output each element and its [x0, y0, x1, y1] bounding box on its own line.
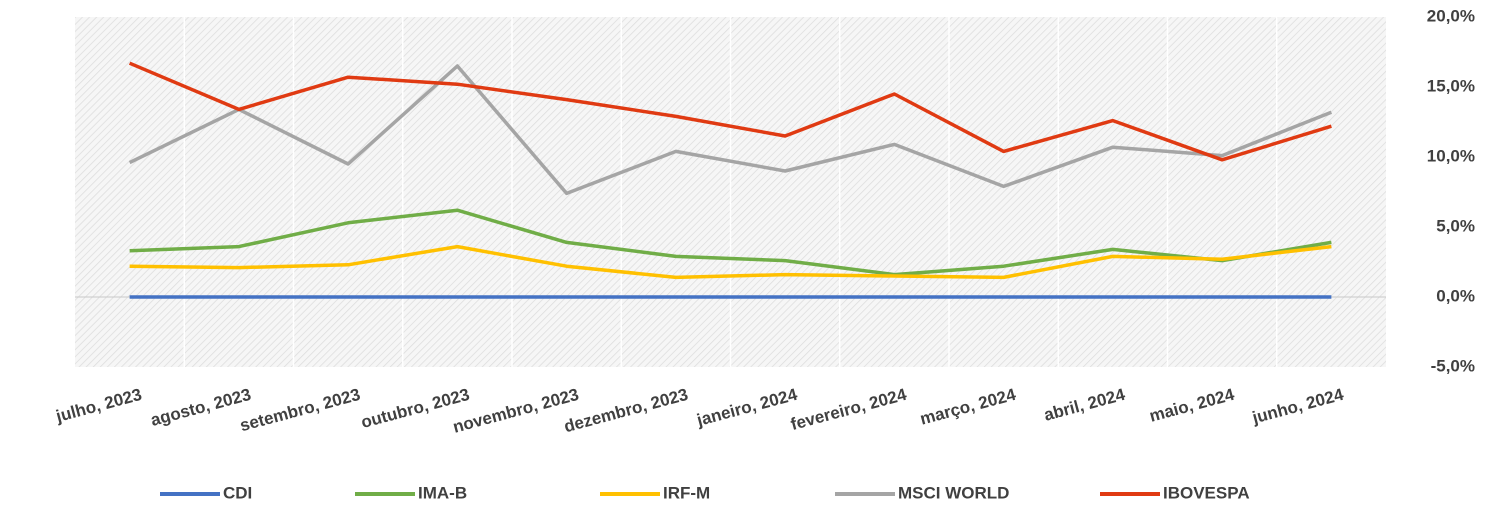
x-tick-label: junho, 2024 [1249, 385, 1346, 428]
y-tick-label: 15,0% [1427, 76, 1475, 95]
x-tick-label: julho, 2023 [53, 385, 144, 426]
x-tick-label: abril, 2024 [1042, 385, 1128, 425]
x-tick-label: dezembro, 2023 [562, 385, 690, 436]
legend-label: CDI [223, 483, 252, 502]
x-tick-label: janeiro, 2024 [694, 385, 800, 430]
legend-label: IBOVESPA [1163, 483, 1250, 502]
y-tick-label: 5,0% [1436, 216, 1475, 235]
x-tick-label: novembro, 2023 [451, 385, 581, 437]
x-tick-label: maio, 2024 [1147, 385, 1236, 426]
legend-label: MSCI WORLD [898, 483, 1009, 502]
series-line [128, 61, 1332, 162]
legend-label: IMA-B [418, 483, 467, 502]
y-tick-label: 10,0% [1427, 146, 1475, 165]
series-line [128, 64, 1333, 196]
x-tick-label: agosto, 2023 [149, 385, 253, 430]
series-line [129, 208, 1332, 277]
series-line [129, 244, 1332, 280]
x-tick-label: fevereiro, 2024 [789, 385, 909, 434]
legend-label: IRF-M [663, 483, 710, 502]
y-tick-label: 0,0% [1436, 286, 1475, 305]
y-tick-label: -5,0% [1431, 356, 1475, 375]
x-tick-label: setembro, 2023 [238, 385, 362, 435]
y-tick-label: 20,0% [1427, 6, 1475, 25]
x-tick-label: março, 2024 [918, 385, 1018, 429]
